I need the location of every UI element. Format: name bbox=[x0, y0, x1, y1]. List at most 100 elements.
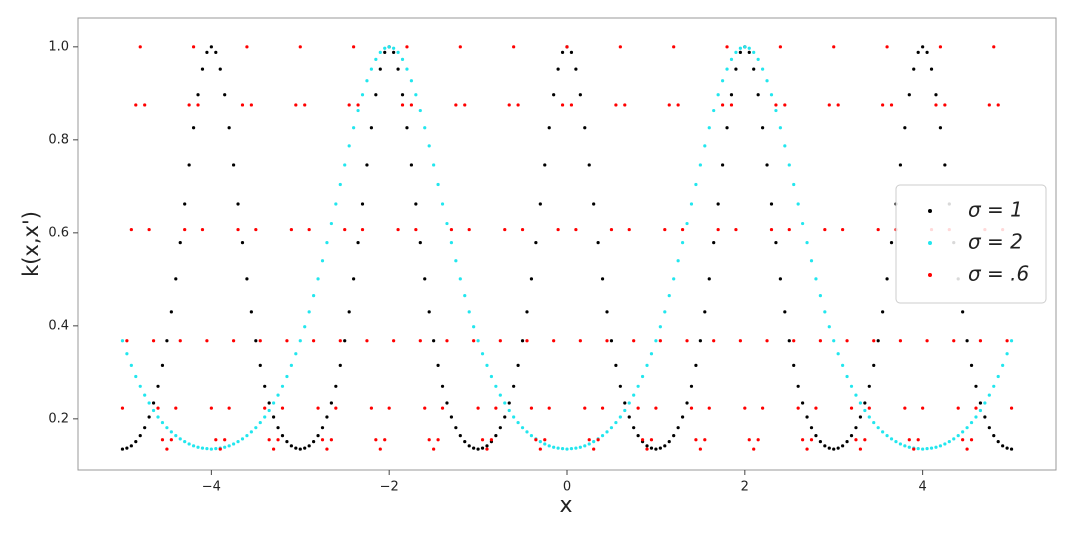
point bbox=[227, 126, 231, 130]
point bbox=[587, 442, 591, 446]
point bbox=[436, 438, 440, 442]
point bbox=[645, 447, 649, 451]
point bbox=[552, 339, 556, 343]
point bbox=[298, 447, 302, 451]
point bbox=[156, 384, 160, 388]
point bbox=[765, 339, 769, 343]
point bbox=[694, 363, 698, 367]
point bbox=[881, 310, 885, 314]
point bbox=[916, 438, 920, 442]
point bbox=[672, 277, 676, 281]
point bbox=[369, 406, 373, 410]
point bbox=[565, 45, 569, 49]
point bbox=[889, 241, 894, 245]
point bbox=[707, 406, 711, 410]
point bbox=[654, 447, 658, 451]
point bbox=[134, 440, 138, 444]
point bbox=[151, 408, 156, 413]
point bbox=[587, 438, 591, 442]
point bbox=[231, 339, 236, 343]
point bbox=[267, 438, 271, 442]
point bbox=[556, 227, 560, 232]
point bbox=[236, 202, 240, 206]
point bbox=[676, 426, 680, 430]
point bbox=[569, 103, 574, 107]
point bbox=[720, 79, 725, 83]
point bbox=[827, 103, 831, 107]
point bbox=[418, 339, 422, 343]
point bbox=[769, 202, 774, 206]
point bbox=[254, 426, 258, 430]
point bbox=[156, 415, 160, 419]
point bbox=[663, 310, 667, 314]
point bbox=[872, 363, 876, 367]
point bbox=[792, 363, 796, 367]
point bbox=[574, 227, 578, 232]
point bbox=[445, 401, 449, 405]
point bbox=[325, 447, 329, 451]
point bbox=[712, 241, 716, 245]
point bbox=[676, 103, 680, 107]
point bbox=[120, 406, 125, 410]
point bbox=[409, 163, 414, 167]
point bbox=[529, 277, 534, 281]
point bbox=[236, 440, 240, 444]
legend-marker bbox=[928, 241, 932, 245]
point bbox=[467, 444, 471, 448]
point bbox=[516, 103, 520, 107]
point bbox=[449, 227, 454, 232]
point bbox=[956, 433, 960, 438]
point bbox=[147, 227, 151, 232]
point bbox=[245, 277, 249, 281]
point bbox=[334, 202, 338, 206]
point bbox=[307, 310, 311, 314]
point bbox=[636, 433, 640, 438]
point bbox=[134, 374, 138, 379]
point bbox=[414, 227, 418, 232]
point bbox=[280, 406, 285, 410]
point bbox=[343, 339, 347, 343]
point bbox=[818, 294, 822, 298]
point bbox=[725, 126, 729, 130]
point bbox=[151, 401, 156, 405]
point bbox=[525, 430, 529, 434]
point bbox=[765, 163, 769, 167]
point bbox=[169, 438, 173, 442]
point bbox=[383, 46, 387, 50]
point bbox=[449, 415, 454, 419]
point bbox=[383, 50, 387, 55]
point bbox=[863, 438, 867, 442]
point bbox=[747, 438, 751, 442]
point bbox=[156, 406, 160, 410]
point bbox=[627, 227, 631, 232]
point bbox=[583, 406, 587, 410]
point bbox=[525, 310, 529, 314]
point bbox=[827, 325, 831, 329]
point bbox=[529, 433, 534, 438]
point bbox=[761, 406, 765, 410]
point bbox=[200, 446, 205, 450]
point bbox=[543, 438, 547, 442]
point bbox=[423, 406, 427, 410]
point bbox=[298, 339, 302, 343]
point bbox=[560, 447, 565, 451]
point bbox=[458, 277, 462, 281]
point bbox=[680, 415, 685, 419]
point bbox=[205, 447, 209, 451]
point bbox=[258, 339, 262, 343]
point bbox=[858, 447, 863, 451]
point bbox=[138, 384, 142, 388]
point bbox=[147, 415, 151, 419]
point bbox=[792, 339, 796, 343]
point bbox=[356, 103, 360, 107]
point bbox=[231, 163, 236, 167]
point bbox=[569, 50, 574, 55]
point bbox=[405, 67, 409, 71]
point bbox=[614, 420, 618, 425]
point bbox=[476, 406, 480, 410]
point bbox=[560, 103, 565, 107]
point bbox=[458, 433, 462, 438]
point bbox=[849, 433, 854, 438]
point bbox=[254, 227, 258, 232]
